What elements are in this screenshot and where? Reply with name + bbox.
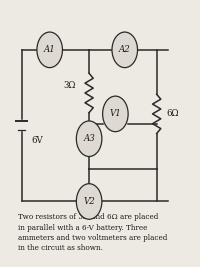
Text: A3: A3 — [83, 134, 95, 143]
Text: V2: V2 — [83, 197, 95, 206]
Text: A2: A2 — [119, 45, 131, 54]
Text: 3Ω: 3Ω — [64, 81, 76, 90]
Text: 6Ω: 6Ω — [166, 109, 179, 118]
Text: V1: V1 — [110, 109, 121, 118]
Circle shape — [103, 96, 128, 132]
Text: 6V: 6V — [32, 136, 44, 145]
Text: Two resistors of 3Ω and 6Ω are placed
in parallel with a 6-V battery. Three
amme: Two resistors of 3Ω and 6Ω are placed in… — [18, 213, 167, 252]
Circle shape — [112, 32, 138, 68]
Circle shape — [37, 32, 62, 68]
Text: A1: A1 — [44, 45, 56, 54]
Circle shape — [76, 121, 102, 156]
Circle shape — [76, 184, 102, 219]
